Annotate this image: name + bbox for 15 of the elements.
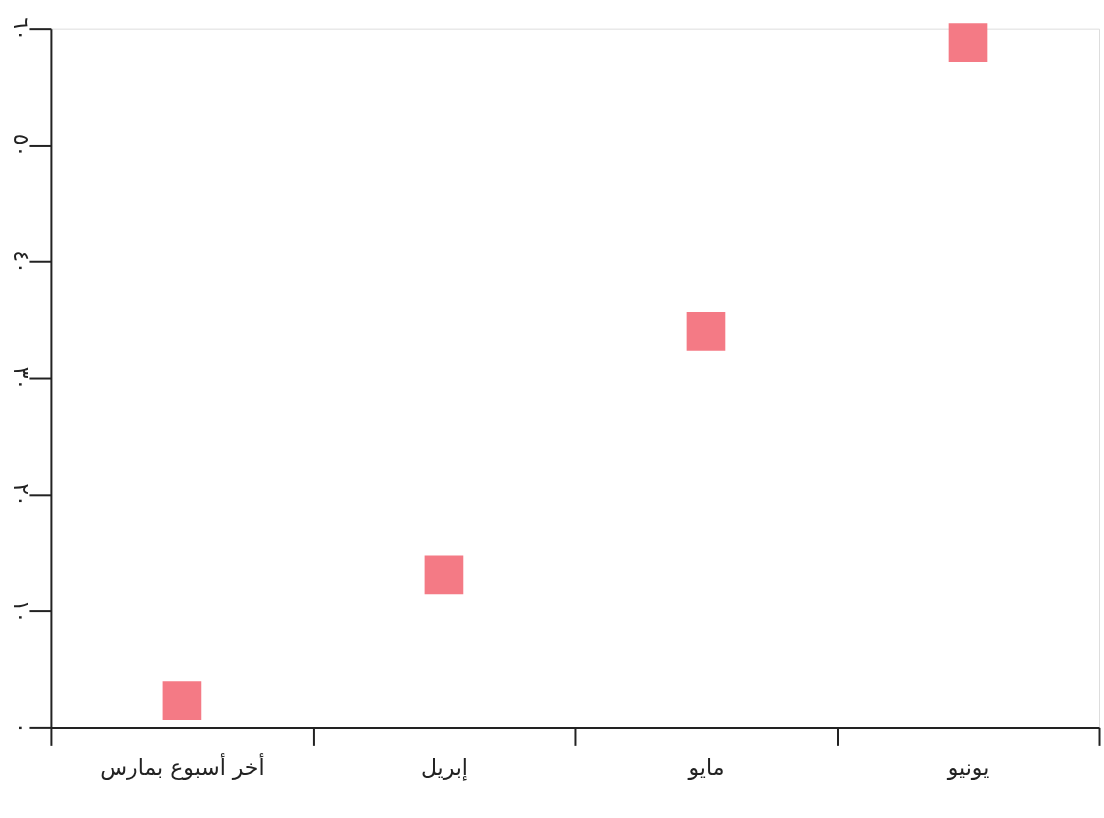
x-tick-label: إبريل bbox=[420, 754, 468, 781]
y-tick-label: ٢٠ bbox=[9, 483, 35, 507]
y-tick-label: ٣٠ bbox=[9, 366, 35, 391]
y-tick-label: ٤٠ bbox=[9, 250, 35, 274]
x-tick-label: أخر أسبوع بمارس bbox=[100, 752, 265, 780]
x-tick-label: مايو bbox=[687, 754, 725, 780]
y-tick-label: ١٠ bbox=[9, 599, 35, 624]
x-tick-label: يونيو bbox=[946, 754, 990, 780]
y-tick-label: ٦٠ bbox=[9, 17, 35, 41]
point bbox=[948, 23, 988, 62]
y-tick-label: ٠ bbox=[9, 721, 35, 734]
y-tick-label: ٥٠ bbox=[9, 133, 35, 158]
point bbox=[162, 681, 202, 720]
point bbox=[424, 555, 464, 595]
point bbox=[686, 312, 726, 351]
